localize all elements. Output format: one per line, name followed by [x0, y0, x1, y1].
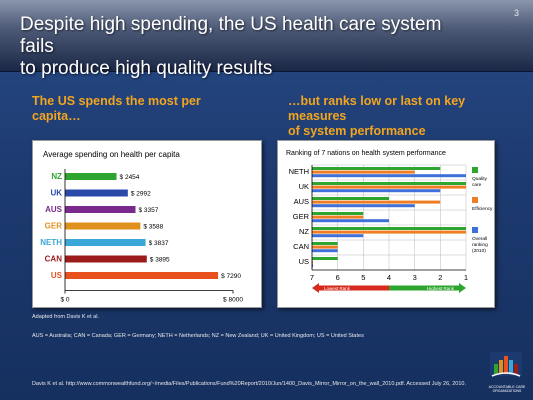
ranking-chart-panel: Ranking of 7 nations on health system pe…	[277, 140, 495, 308]
spending-chart-title: Average spending on health per capita	[43, 150, 180, 159]
ranking-legend-swatch	[472, 227, 478, 233]
ranking-category-label: GER	[293, 212, 310, 221]
ranking-bar	[312, 197, 389, 200]
ranking-legend-swatch	[472, 197, 478, 203]
ranking-bar	[312, 234, 364, 238]
ranking-category-label: US	[299, 257, 309, 266]
slide-title: Despite high spending, the US health car…	[20, 14, 480, 80]
ranking-bar	[312, 245, 338, 249]
highest-rank-label: Highest Rank	[427, 286, 455, 291]
adapted-note: Adapted from Davis K et al.	[32, 314, 99, 320]
spending-value-label: $ 2992	[131, 191, 151, 198]
ranking-category-label: AUS	[294, 197, 309, 206]
ranking-bar	[312, 227, 466, 230]
spending-category-label: UK	[50, 189, 62, 198]
spending-category-label: CAN	[45, 255, 63, 264]
spending-chart: Average spending on health per capita NZ $…	[40, 150, 243, 304]
ranking-bar	[312, 167, 441, 170]
spending-bar	[65, 255, 147, 263]
ranking-bar	[312, 212, 364, 215]
spending-category-label: NETH	[40, 238, 62, 247]
ranking-legend-label: (2010)	[472, 248, 486, 254]
spending-value-label: $ 3357	[138, 207, 158, 214]
spending-bar	[65, 239, 146, 246]
highest-rank-arrow	[389, 283, 466, 293]
spending-category-label: GER	[45, 222, 63, 231]
ranking-category-label: UK	[299, 182, 309, 191]
spending-value-label: $ 2454	[120, 174, 140, 181]
spending-category-label: US	[51, 271, 63, 280]
title-line-2: to produce high quality results	[20, 58, 273, 79]
spending-bar	[65, 272, 219, 279]
spending-x-tick-label: $ 0	[60, 297, 69, 304]
source-citation: Davis K et al. http://www.commonwealthfu…	[32, 381, 466, 387]
ranking-bar	[312, 264, 313, 268]
ranking-bar	[312, 189, 441, 193]
ranking-x-tick-label: 4	[387, 273, 391, 282]
ranking-bar	[312, 219, 389, 223]
spending-value-label: $ 3837	[149, 240, 169, 247]
ranking-legend-label: Overall	[472, 236, 487, 242]
spending-bar	[65, 222, 141, 230]
spending-category-label: AUS	[45, 205, 63, 214]
ranking-legend-swatch	[472, 167, 478, 173]
spending-value-label: $ 7290	[221, 273, 241, 280]
spending-bar	[65, 189, 128, 197]
spending-bar	[65, 206, 136, 213]
subtitle-right-line-1: …but ranks low or last on key measures	[288, 94, 466, 123]
ranking-x-tick-label: 5	[361, 273, 365, 282]
ranking-category-label: CAN	[293, 242, 309, 251]
ranking-legend-label: care	[472, 182, 482, 188]
abbreviations-note: AUS = Australia; CAN = Canada; GER = Ger…	[32, 333, 364, 339]
ranking-bar	[312, 257, 338, 260]
title-line-1: Despite high spending, the US health car…	[20, 14, 442, 57]
ranking-bar	[312, 174, 466, 178]
ranking-chart-title: Ranking of 7 nations on health system pe…	[286, 150, 446, 157]
subtitle-left: The US spends the most per capita…	[32, 94, 201, 123]
ranking-legend-label: Quality	[472, 176, 488, 182]
spending-category-label: NZ	[51, 172, 62, 181]
lowest-rank-arrow	[312, 283, 389, 293]
page-number: 3	[513, 8, 519, 18]
ranking-bar	[312, 204, 415, 208]
ranking-bar	[312, 182, 466, 185]
ranking-category-label: NETH	[289, 167, 309, 176]
spending-x-tick-label: $ 8000	[223, 297, 243, 304]
subtitle-right-line-2: of system performance	[288, 124, 426, 138]
slide-header: Despite high spending, the US health car…	[0, 0, 533, 79]
lowest-rank-label: Lowest Rank	[324, 286, 351, 291]
ranking-bar	[312, 200, 441, 204]
ranking-legend-label: ranking	[472, 242, 488, 248]
ranking-chart: Ranking of 7 nations on health system pe…	[286, 150, 493, 293]
logo-text: ACCOUNTABLE CARE ORGANIZATIONS	[488, 385, 526, 393]
spending-value-label: $ 3895	[150, 257, 170, 264]
subtitle-right: …but ranks low or last on key measures o…	[288, 94, 518, 139]
ranking-x-tick-label: 6	[336, 273, 340, 282]
ranking-x-tick-label: 3	[413, 273, 417, 282]
ranking-bar	[312, 230, 466, 234]
spending-bar	[65, 173, 117, 180]
ranking-bar	[312, 185, 466, 189]
ranking-bar	[312, 260, 313, 264]
ranking-x-tick-label: 7	[310, 273, 314, 282]
ranking-bar	[312, 242, 338, 245]
ranking-x-tick-label: 2	[438, 273, 442, 282]
ranking-bar	[312, 249, 338, 253]
aco-logo-icon	[490, 352, 522, 377]
ranking-category-label: NZ	[299, 227, 309, 236]
ranking-bar	[312, 170, 415, 174]
ranking-x-tick-label: 1	[464, 273, 468, 282]
spending-value-label: $ 3588	[143, 224, 163, 231]
ranking-legend-label: Efficiency	[472, 206, 493, 212]
ranking-bar	[312, 215, 364, 219]
spending-chart-panel: Average spending on health per capita NZ $…	[32, 140, 262, 308]
